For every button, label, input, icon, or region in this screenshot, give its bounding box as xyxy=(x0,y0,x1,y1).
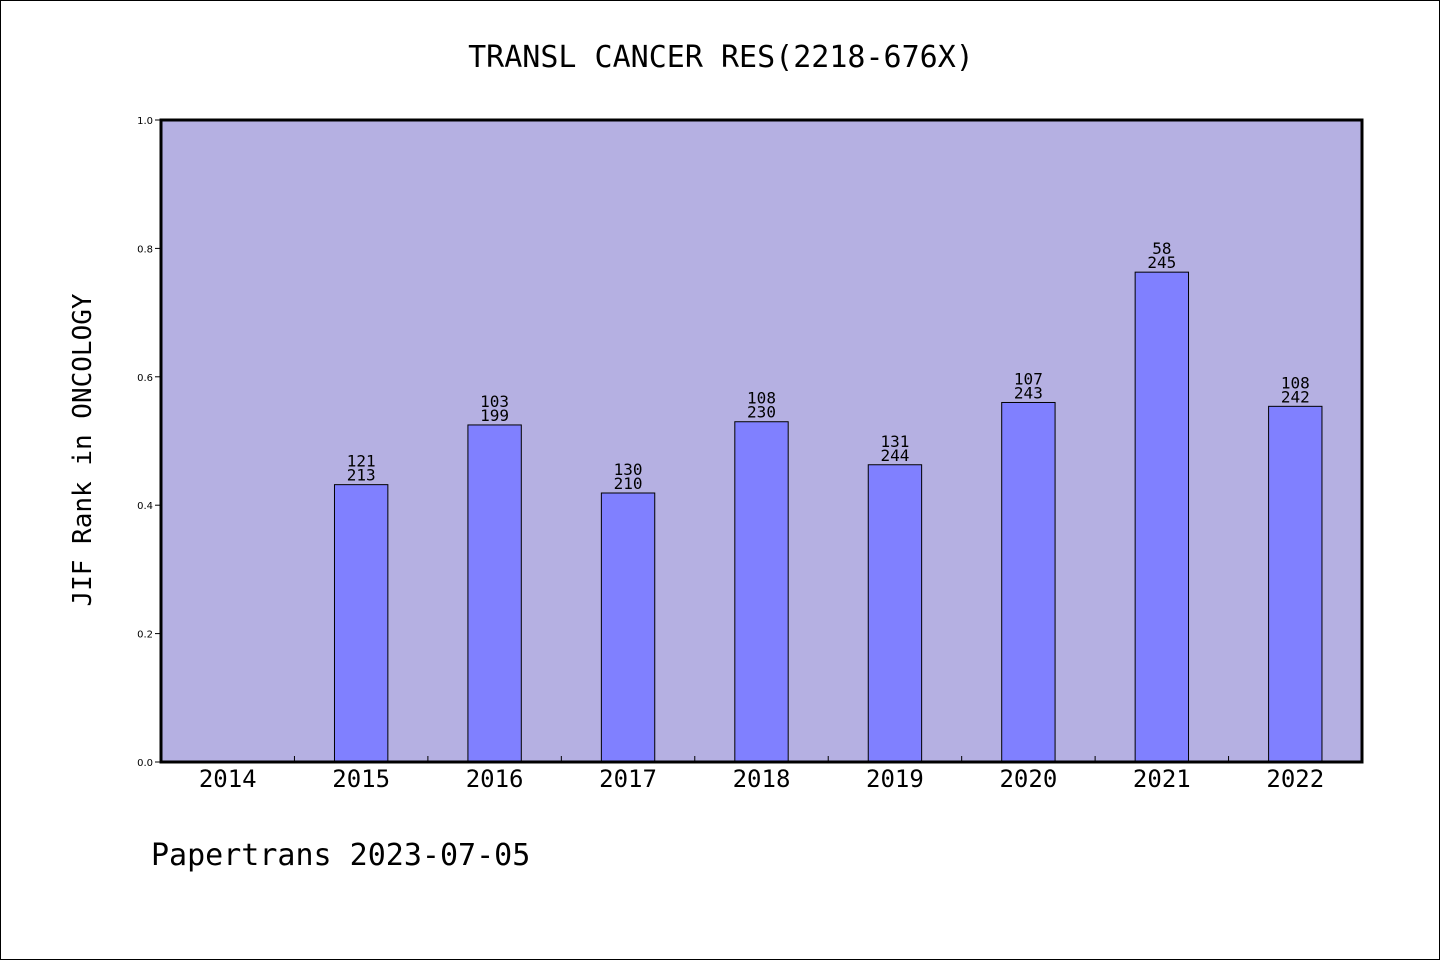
y-tick-label: 0.4 xyxy=(137,501,153,512)
bars-group: 1212131031991302101082301312441072435824… xyxy=(333,239,1323,763)
y-tick-label: 1.0 xyxy=(137,116,153,127)
y-tick-label: 0.8 xyxy=(137,244,153,255)
y-tick-label: 0.0 xyxy=(137,758,153,769)
bar xyxy=(600,492,656,763)
bar-rank-label: 108 xyxy=(747,389,776,408)
bar-total-label: 199 xyxy=(480,406,509,425)
x-tick-label: 2018 xyxy=(733,765,791,793)
x-tick-label: 2014 xyxy=(199,765,257,793)
x-tick-label: 2020 xyxy=(999,765,1057,793)
bar-total-label: 244 xyxy=(880,446,909,465)
bar-total-label: 213 xyxy=(347,466,376,485)
bar xyxy=(467,424,522,763)
bar xyxy=(734,421,789,763)
x-tick-label: 2019 xyxy=(866,765,924,793)
bar-rank-label: 130 xyxy=(614,460,643,479)
bar-total-label: 242 xyxy=(1281,387,1310,406)
y-tick-label: 0.2 xyxy=(137,630,153,641)
bar-rank-label: 121 xyxy=(347,452,376,471)
x-tick-label: 2016 xyxy=(466,765,524,793)
bar-total-label: 210 xyxy=(614,474,643,493)
y-axis: 0.0 0.2 0.4 0.6 0.8 1.0 xyxy=(137,116,161,769)
bar xyxy=(867,464,923,763)
bar xyxy=(333,484,389,763)
bar xyxy=(1134,271,1190,763)
footer-text: Papertrans 2023-07-05 xyxy=(151,838,530,873)
plot-border xyxy=(159,118,1364,764)
bar-total-label: 243 xyxy=(1014,383,1043,402)
bar-rank-label: 107 xyxy=(1014,369,1043,388)
bar xyxy=(1001,401,1056,763)
bar-rank-label: 131 xyxy=(880,432,909,451)
bar-total-label: 245 xyxy=(1147,253,1176,272)
chart-title: TRANSL CANCER RES(2218-676X) xyxy=(468,40,974,75)
y-tick-label: 0.6 xyxy=(137,373,153,384)
x-axis: 2014 2015 2016 2017 2018 2019 2020 2021 2022 xyxy=(199,756,1324,793)
bar xyxy=(1268,405,1323,763)
x-tick-label: 2022 xyxy=(1266,765,1324,793)
bar-total-label: 230 xyxy=(747,403,776,422)
x-tick-label: 2017 xyxy=(599,765,657,793)
x-tick-label: 2021 xyxy=(1133,765,1191,793)
y-axis-label: JIF Rank in ONCOLOGY xyxy=(68,293,98,606)
x-tick-label: 2015 xyxy=(332,765,390,793)
bar-rank-label: 108 xyxy=(1281,373,1310,392)
bar-rank-label: 103 xyxy=(480,392,509,411)
bar-rank-label: 58 xyxy=(1152,239,1171,258)
